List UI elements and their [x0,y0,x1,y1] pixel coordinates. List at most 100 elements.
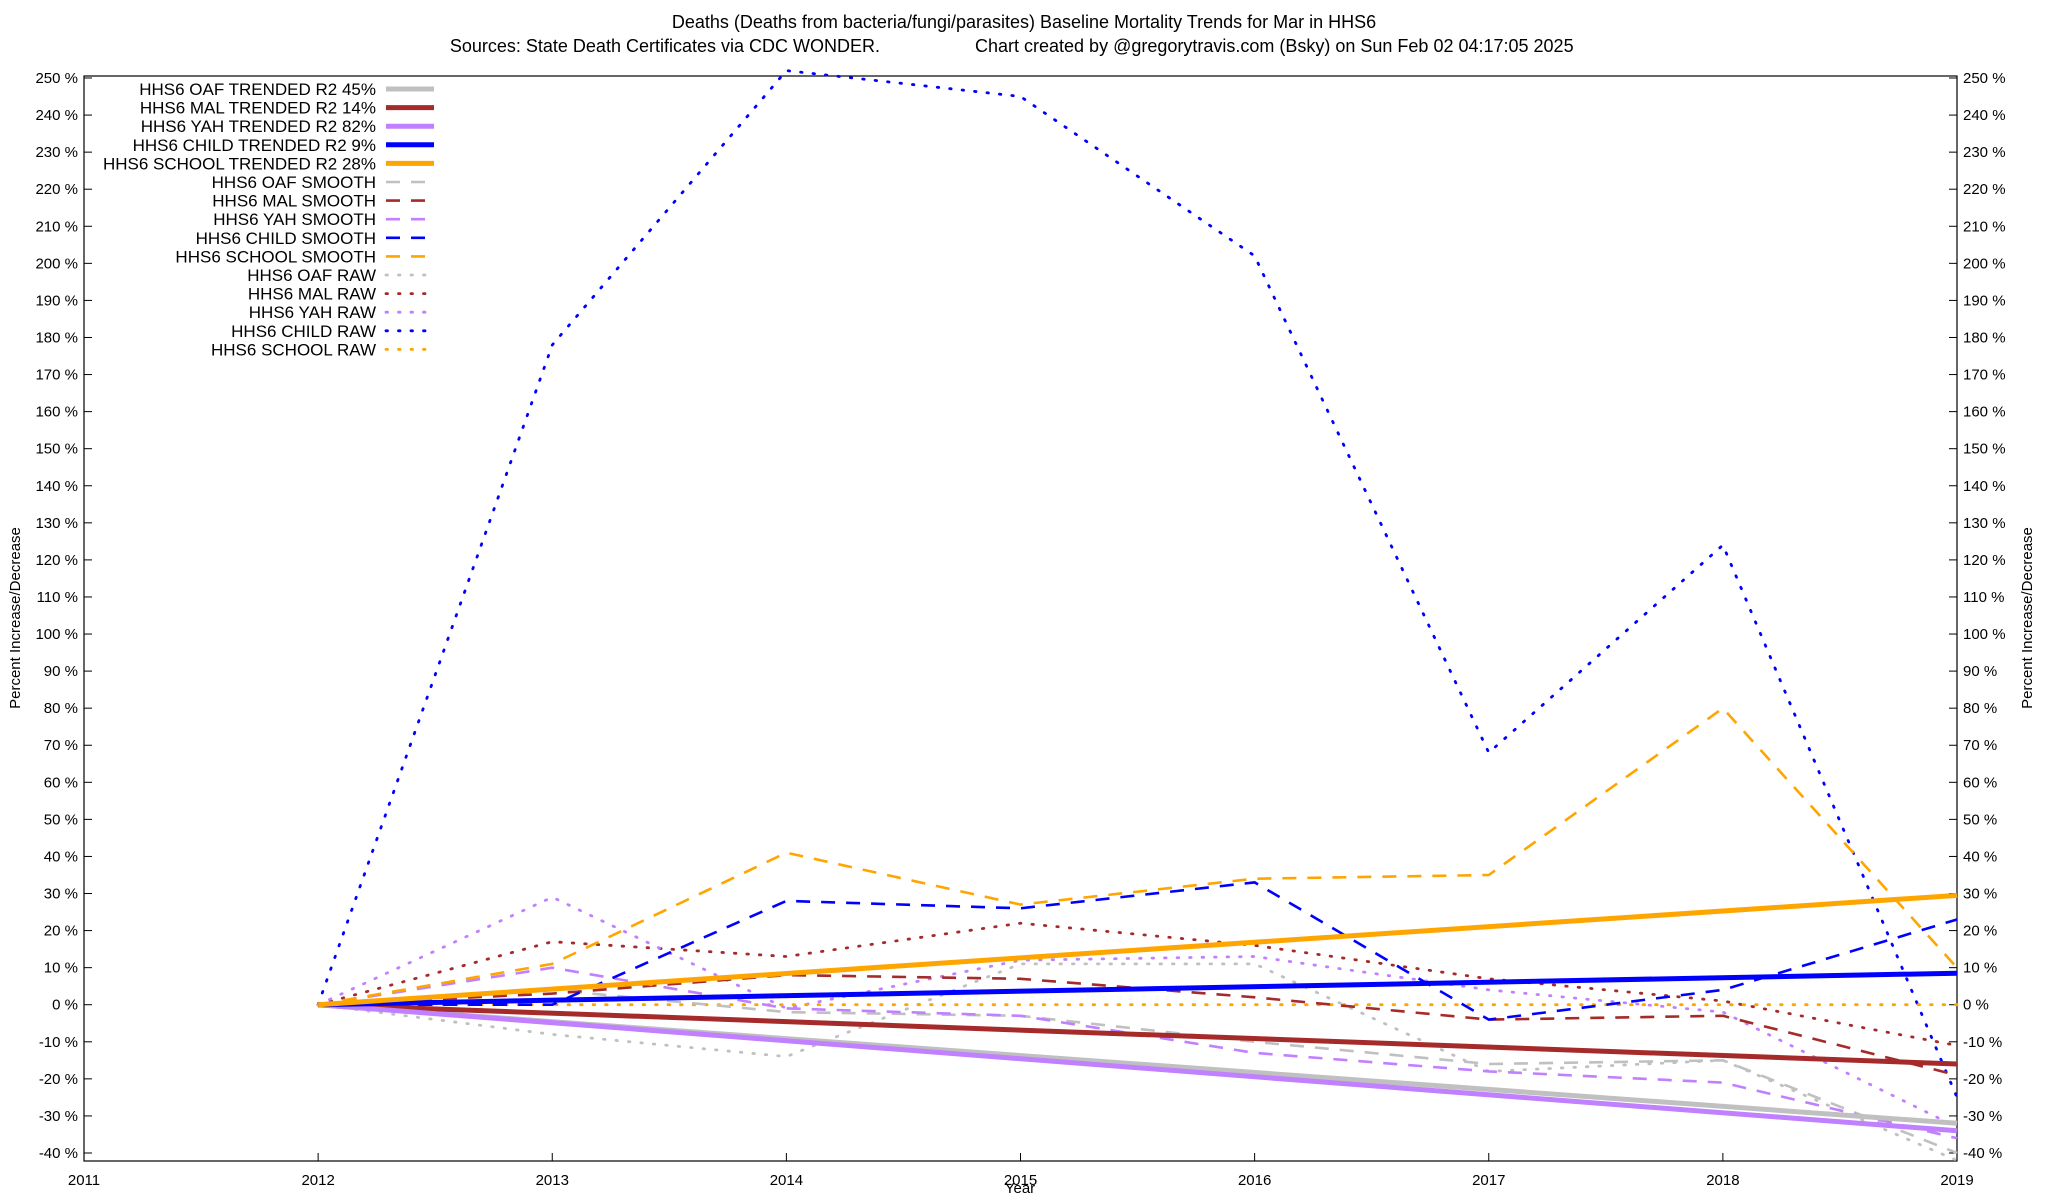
y-tick-label-left: 250 % [35,70,78,87]
y-tick-label-right: 140 % [1963,478,2006,495]
y-tick-label-right: 190 % [1963,292,2006,309]
y-tick-label-left: 210 % [35,218,78,235]
y-tick-label-left: 200 % [35,255,78,272]
y-tick-label-left: 120 % [35,552,78,569]
x-axis-label: Year [1005,1180,1035,1197]
y-tick-label-left: 100 % [35,626,78,643]
y-tick-label-right: 210 % [1963,218,2006,235]
series-line-child-trend [318,970,1958,1008]
y-tick-label-right: 60 % [1963,774,1997,791]
y-tick-label-left: -40 % [39,1145,78,1162]
y-tick-label-right: 250 % [1963,70,2006,87]
series-lines [316,69,1959,1162]
y-tick-label-right: 170 % [1963,367,2006,384]
chart-subtitle-right: Chart created by @gregorytravis.com (Bsk… [975,36,1574,56]
y-tick-label-left: 230 % [35,144,78,161]
axis-ticks: 250 % 250 % 240 % 240 % 230 % 230 % 220 % 220 %… [35,70,2005,1189]
legend-label: HHS6 MAL SMOOTH [212,192,376,211]
legend-label: HHS6 SCHOOL SMOOTH [175,247,376,266]
y-tick-label-left: 90 % [44,663,78,680]
y-tick-label-right: -10 % [1963,1034,2002,1051]
legend-label: HHS6 CHILD SMOOTH [196,229,376,248]
legend-label: HHS6 MAL TRENDED R2 14% [140,99,376,118]
legend-label: HHS6 YAH SMOOTH [213,210,376,229]
series-line-yah-raw [316,895,1959,1129]
legend-label: HHS6 CHILD RAW [231,322,376,341]
y-tick-label-left: 80 % [44,700,78,717]
y-tick-label-left: 130 % [35,515,78,532]
y-tick-label-right: 110 % [1963,589,2004,606]
chart-title: Deaths (Deaths from bacteria/fungi/paras… [672,12,1376,32]
legend-label: HHS6 YAH RAW [249,303,376,322]
y-tick-label-right: 40 % [1963,848,1997,865]
y-axis-label-right: Percent Increase/Decrease [2019,527,2036,709]
y-tick-label-right: 100 % [1963,626,2006,643]
y-tick-label-left: 20 % [44,923,78,940]
x-tick-label: 2015 [1004,1172,1037,1189]
y-tick-label-left: 110 % [37,589,78,606]
legend-label: HHS6 OAF RAW [247,266,376,285]
series-line-school-smooth [317,706,1958,1006]
legend-label: HHS6 OAF SMOOTH [212,173,376,192]
legend-label: HHS6 CHILD TRENDED R2 9% [133,136,376,155]
x-tick-label: 2011 [68,1172,100,1189]
y-tick-label-left: 240 % [35,107,78,124]
series-line-child-raw [316,69,1959,1099]
y-tick-label-right: 80 % [1963,700,1997,717]
y-tick-label-right: 20 % [1963,923,1997,940]
legend-label: HHS6 MAL RAW [248,285,376,304]
series-line-mal-trend [318,1002,1958,1067]
y-tick-label-left: 150 % [35,441,78,458]
x-tick-label: 2014 [770,1172,803,1189]
y-tick-label-right: 230 % [1963,144,2006,161]
x-tick-label: 2018 [1706,1172,1739,1189]
legend-label: HHS6 SCHOOL TRENDED R2 28% [103,154,376,173]
y-tick-label-right: 220 % [1963,181,2006,198]
y-tick-label-left: 140 % [35,478,78,495]
series-line-oaf-raw [316,962,1959,1162]
y-tick-label-left: 30 % [44,886,78,903]
series-line-yah-trend [317,1002,1958,1134]
y-tick-label-right: 180 % [1963,329,2006,346]
y-tick-label-left: 160 % [35,404,78,421]
y-tick-label-left: 190 % [35,292,78,309]
y-tick-label-right: 150 % [1963,441,2006,458]
y-tick-label-right: 200 % [1963,255,2006,272]
series-line-mal-raw [316,921,1959,1047]
y-tick-label-left: 180 % [35,329,78,346]
y-tick-label-right: -40 % [1963,1145,2002,1162]
y-tick-label-left: 50 % [44,811,78,828]
y-tick-label-right: 30 % [1963,886,1997,903]
y-tick-label-right: 70 % [1963,737,1997,754]
y-tick-label-right: -20 % [1963,1071,2002,1088]
y-tick-label-left: 10 % [44,960,78,977]
y-tick-label-right: -30 % [1963,1108,2002,1125]
x-tick-label: 2016 [1238,1172,1271,1189]
y-tick-label-right: 130 % [1963,515,2006,532]
chart-subtitle-left: Sources: State Death Certificates via CD… [450,36,880,56]
y-tick-label-right: 0 % [1963,997,1989,1014]
x-tick-label: 2012 [301,1172,334,1189]
y-tick-label-right: 50 % [1963,811,1997,828]
y-tick-label-left: -30 % [39,1108,78,1125]
y-tick-label-right: 160 % [1963,404,2006,421]
x-tick-label: 2017 [1472,1172,1505,1189]
y-tick-label-left: 0 % [52,997,78,1014]
x-tick-label: 2019 [1940,1172,1973,1189]
y-axis-label-left: Percent Increase/Decrease [7,527,24,709]
y-tick-label-left: 220 % [35,181,78,198]
legend-label: HHS6 SCHOOL RAW [211,340,376,359]
y-tick-label-right: 240 % [1963,107,2006,124]
x-tick-label: 2013 [536,1172,569,1189]
y-tick-label-left: 170 % [35,367,78,384]
y-tick-label-left: 60 % [44,774,78,791]
y-tick-label-right: 90 % [1963,663,1997,680]
legend: HHS6 OAF TRENDED R2 45%HHS6 MAL TRENDED … [103,80,436,359]
y-tick-label-left: -10 % [39,1034,78,1051]
legend-label: HHS6 OAF TRENDED R2 45% [139,80,376,99]
y-tick-label-right: 120 % [1963,552,2006,569]
legend-label: HHS6 YAH TRENDED R2 82% [141,117,376,136]
y-tick-label-right: 10 % [1963,960,1997,977]
y-tick-label-left: -20 % [39,1071,78,1088]
